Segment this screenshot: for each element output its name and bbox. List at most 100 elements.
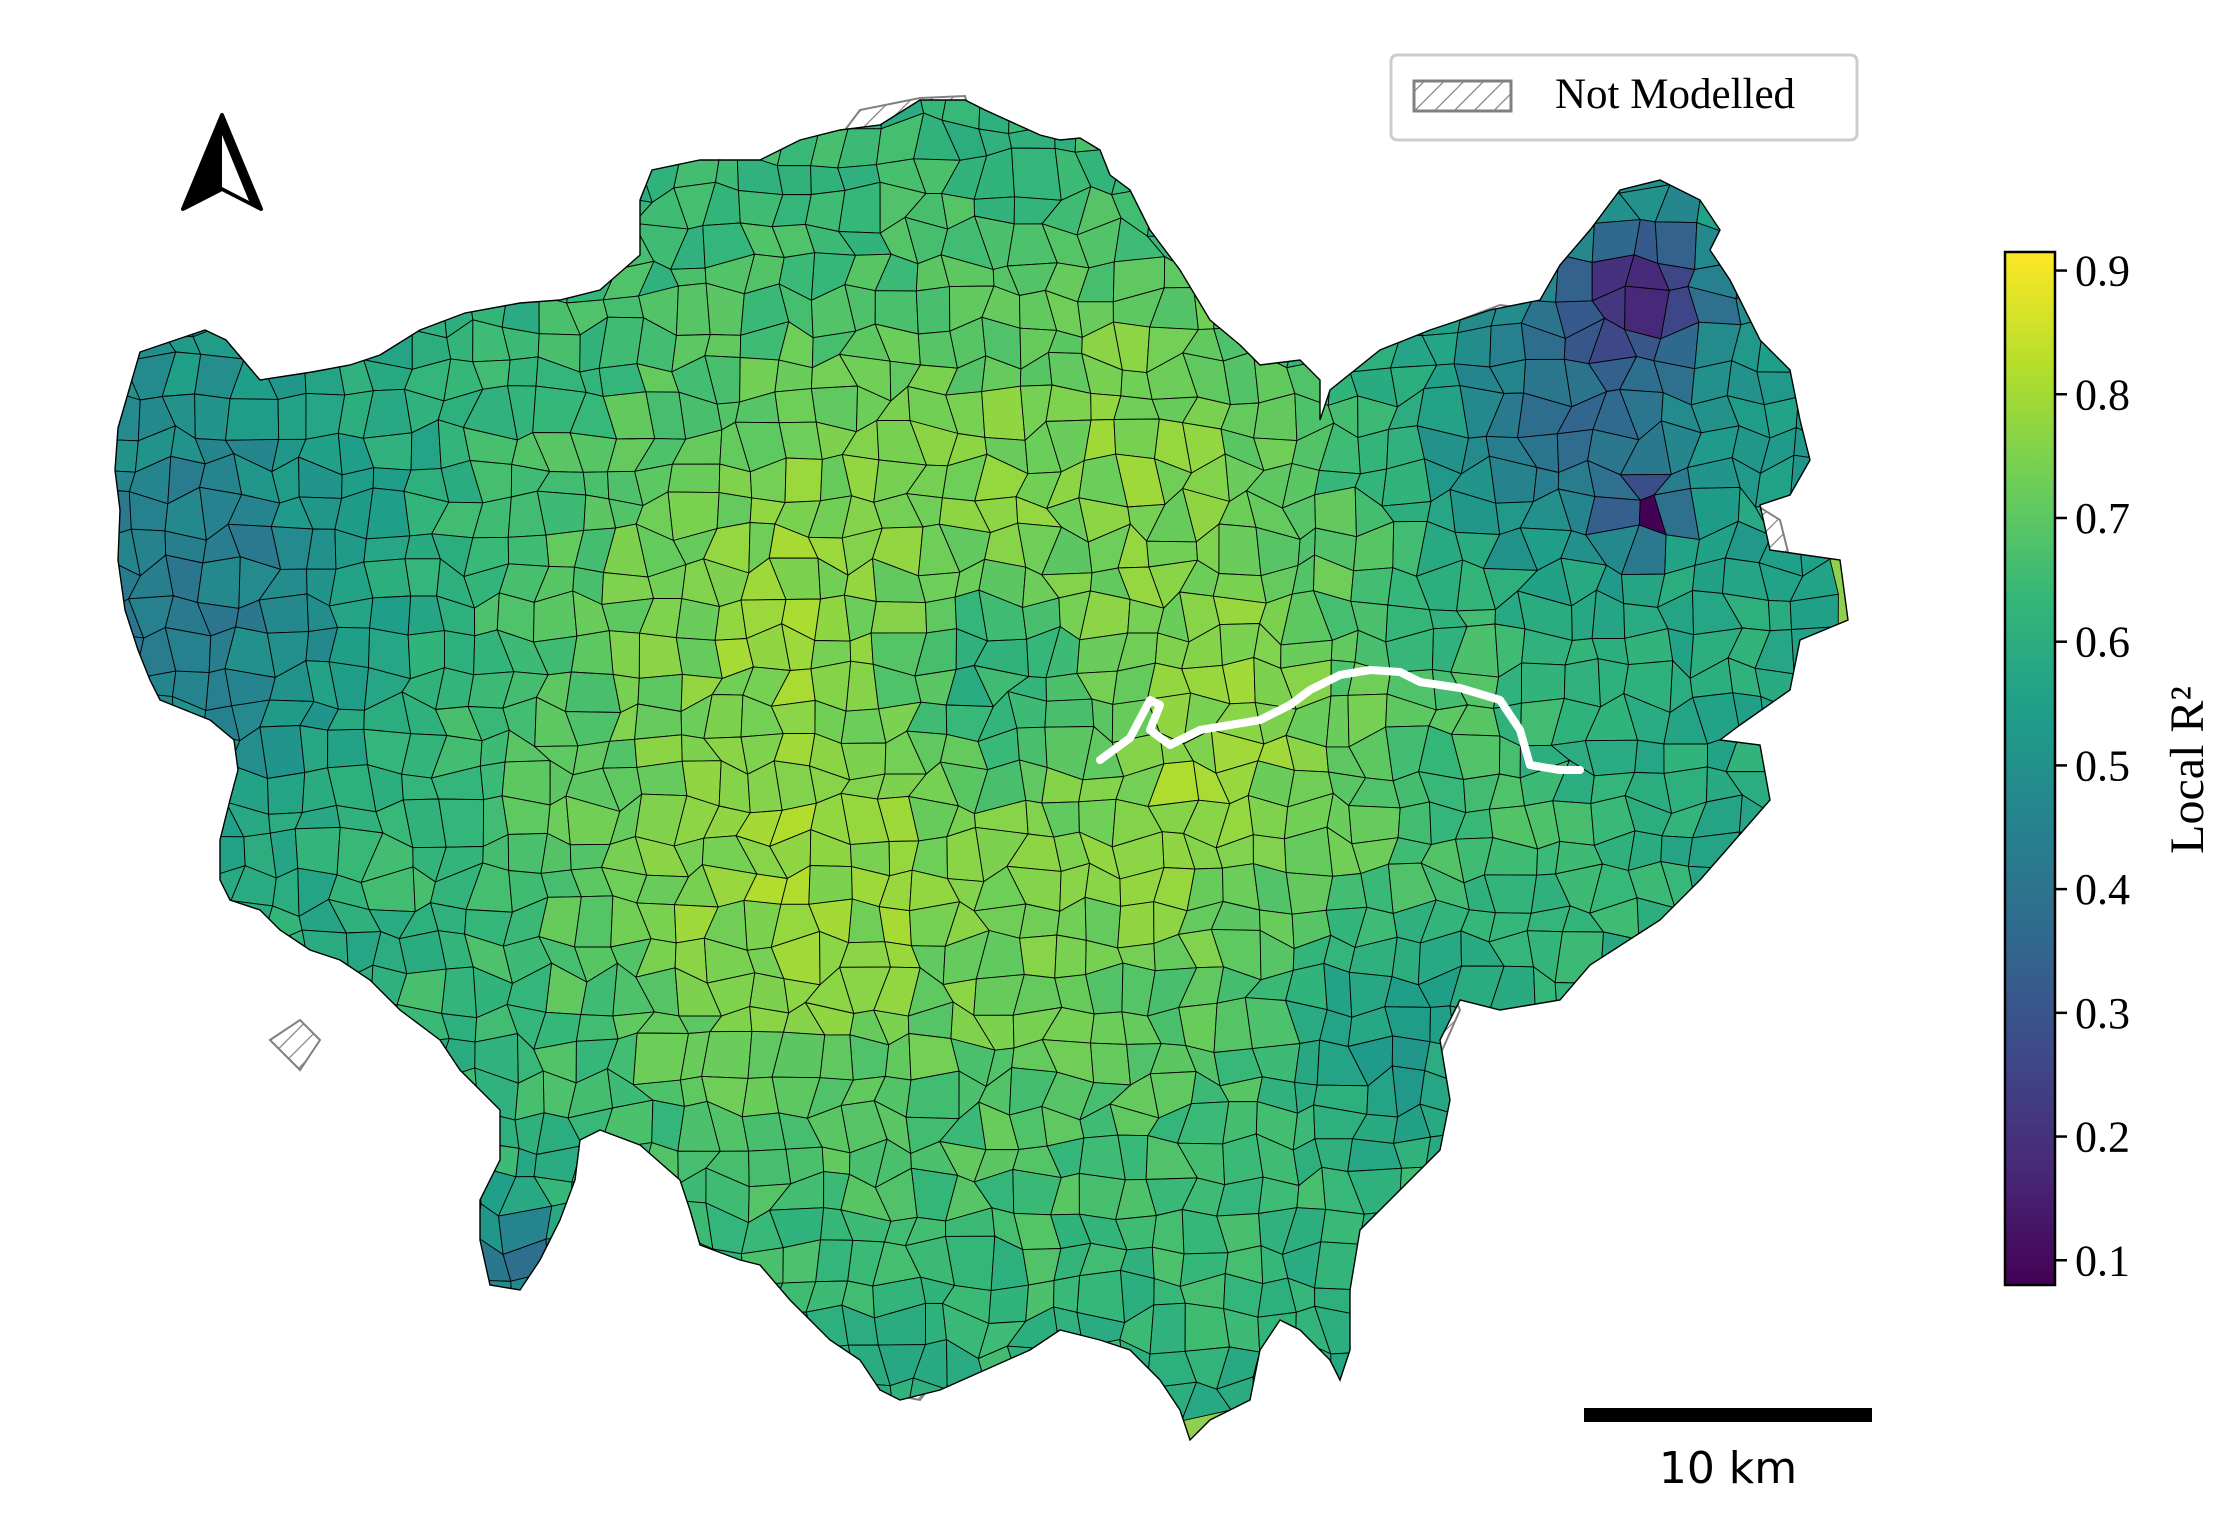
- map-area: [1213, 292, 1251, 330]
- map-area: [719, 123, 750, 153]
- map-area: [366, 100, 402, 131]
- map-area: [231, 100, 277, 136]
- map-area: [741, 1112, 787, 1152]
- map-area: [234, 1323, 274, 1360]
- map-area: [1192, 119, 1230, 158]
- map-area: [710, 1248, 745, 1286]
- map-area: [240, 1279, 265, 1325]
- map-area: [272, 1208, 308, 1254]
- map-area: [162, 794, 201, 846]
- map-area: [1284, 151, 1326, 193]
- map-area: [1286, 331, 1334, 369]
- map-area: [638, 632, 683, 679]
- map-area: [1735, 283, 1774, 326]
- map-area: [1006, 1345, 1062, 1378]
- map-area: [1283, 100, 1336, 135]
- map-area: [544, 1308, 585, 1348]
- map-area: [431, 1104, 479, 1142]
- map-area: [328, 258, 370, 304]
- map-area: [400, 1380, 442, 1421]
- map-area: [156, 1171, 211, 1222]
- map-area: [124, 1312, 175, 1345]
- map-area: [365, 487, 411, 540]
- map-area: [333, 1250, 377, 1289]
- map-area: [1662, 1102, 1705, 1153]
- map-area: [536, 490, 587, 536]
- map-area: [570, 630, 614, 675]
- map-area: [1228, 229, 1266, 270]
- map-area: [575, 1308, 613, 1353]
- map-area: [571, 220, 618, 270]
- map-area: [327, 146, 378, 200]
- map-area: [1797, 366, 1838, 398]
- map-area: [1253, 151, 1293, 192]
- map-area: [1591, 996, 1635, 1053]
- map-area: [470, 1378, 507, 1413]
- map-area: [1735, 260, 1774, 300]
- map-area: [1599, 931, 1640, 985]
- map-area: [504, 1380, 548, 1420]
- map-area: [1325, 873, 1368, 911]
- map-area: [336, 1218, 374, 1254]
- map-area: [367, 1250, 416, 1289]
- map-area: [302, 975, 350, 1019]
- map-area: [1284, 114, 1336, 163]
- map-area: [607, 1178, 644, 1210]
- map-area: [1229, 183, 1256, 237]
- map-area: [1729, 1107, 1761, 1152]
- map-area: [115, 1245, 146, 1284]
- scale-bar: 10 km: [1584, 1408, 1872, 1494]
- map-area: [224, 398, 280, 441]
- map-area: [196, 1235, 245, 1290]
- map-area: [115, 734, 141, 778]
- map-area: [164, 292, 194, 338]
- map-area: [1502, 1104, 1533, 1149]
- map-area: [1253, 114, 1286, 166]
- map-area: [1356, 1385, 1397, 1419]
- map-area: [258, 593, 310, 634]
- map-area: [481, 183, 517, 233]
- map-area: [1795, 1070, 1843, 1114]
- map-area: [611, 1271, 649, 1325]
- map-area: [1654, 147, 1703, 187]
- map-area: [1656, 1241, 1705, 1291]
- map-area: [1724, 181, 1770, 234]
- map-area: [469, 100, 519, 130]
- map-area: [1591, 1210, 1638, 1253]
- map-area: [677, 1377, 723, 1424]
- map-area: [132, 1071, 174, 1120]
- map-area: [1257, 1311, 1297, 1353]
- map-area: [1053, 1275, 1081, 1313]
- map-area: [1484, 1038, 1533, 1087]
- map-area: [1392, 283, 1423, 337]
- map-area: [1794, 185, 1832, 235]
- map-area: [367, 1268, 416, 1323]
- map-area: [1383, 1270, 1431, 1311]
- map-area: [675, 598, 721, 641]
- map-area: [469, 152, 517, 199]
- map-area: [638, 100, 688, 128]
- map-area: [135, 113, 175, 164]
- map-area: [1527, 1147, 1572, 1185]
- map-area: [1793, 794, 1831, 845]
- map-area: [703, 1305, 756, 1355]
- map-area: [190, 252, 248, 294]
- map-area: [270, 292, 312, 337]
- map-area: [1149, 1302, 1186, 1355]
- map-area: [368, 293, 413, 333]
- map-area: [278, 182, 309, 234]
- map-area: [1591, 1240, 1628, 1292]
- map-area: [1757, 940, 1812, 974]
- map-area: [158, 835, 200, 881]
- map-area: [1756, 317, 1804, 373]
- map-area: [367, 1004, 399, 1050]
- map-area: [1659, 969, 1707, 1005]
- map-area: [335, 1375, 366, 1427]
- map-area: [538, 183, 573, 224]
- map-area: [1247, 292, 1298, 333]
- map-area: [599, 1240, 649, 1292]
- map-area: [328, 100, 369, 132]
- map-area: [1178, 235, 1231, 270]
- map-area: [1459, 1200, 1502, 1258]
- map-area: [575, 100, 620, 124]
